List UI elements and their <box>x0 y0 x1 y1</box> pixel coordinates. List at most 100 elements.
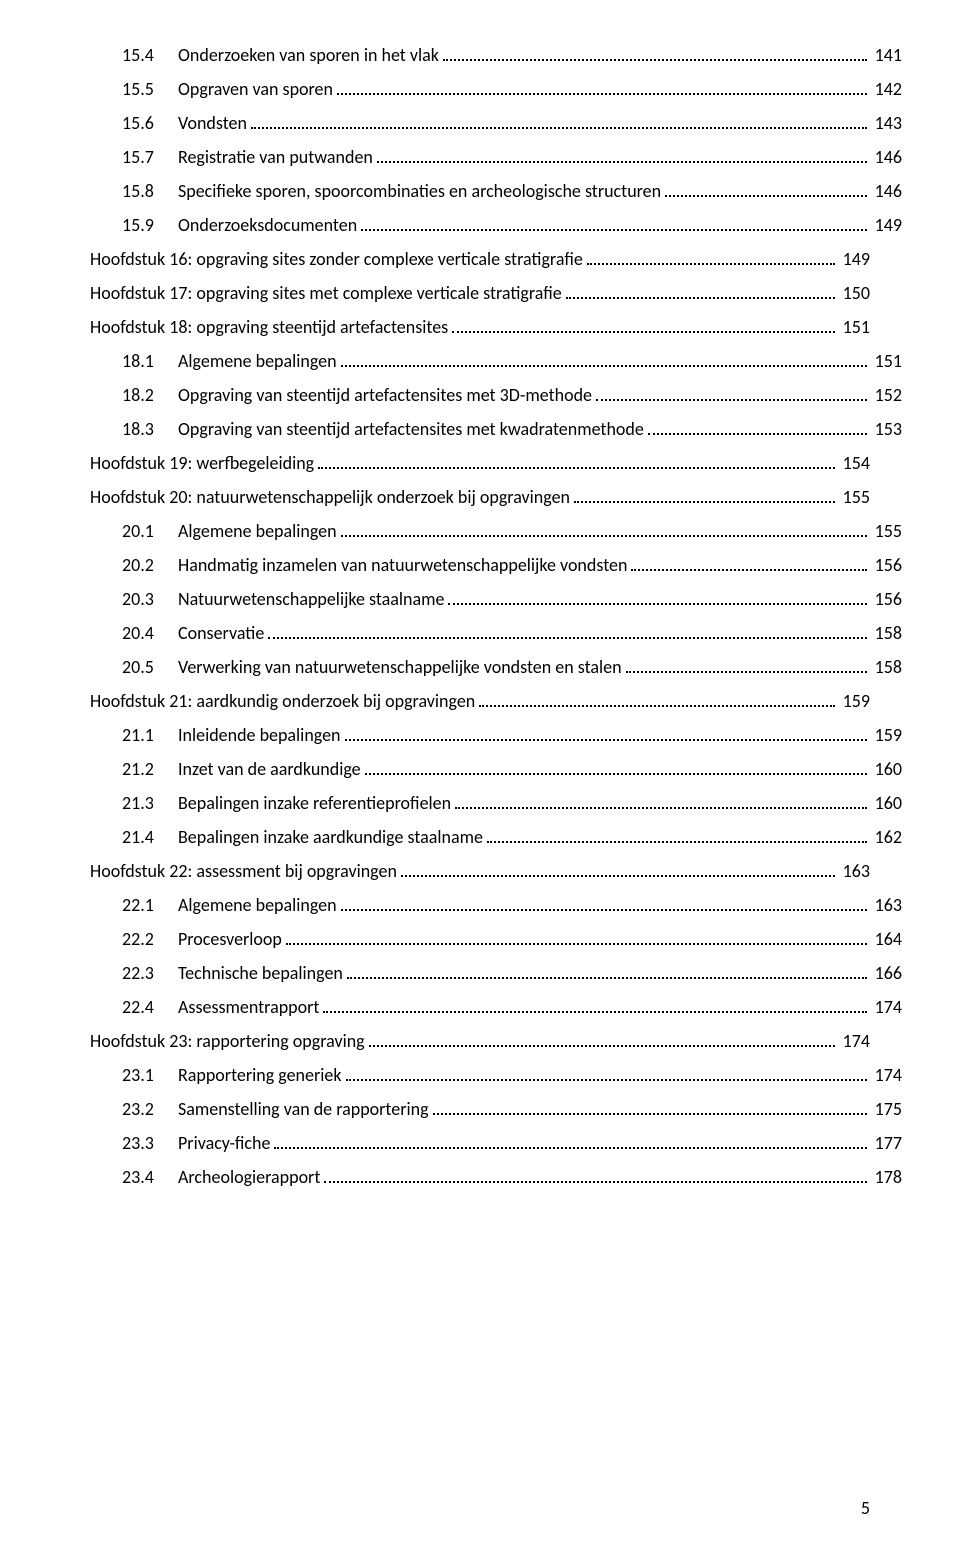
toc-entry-page: 178 <box>871 1166 902 1188</box>
toc-entry-label: Hoofdstuk 22: assessment bij opgravingen <box>90 860 397 882</box>
toc-entry-page: 162 <box>871 826 902 848</box>
toc-chapter-row: Hoofdstuk 21: aardkundig onderzoek bij o… <box>90 690 870 712</box>
toc-subsection-row: 22.2Procesverloop 164 <box>122 928 902 950</box>
toc-entry-number: 15.7 <box>122 146 178 168</box>
toc-dot-leader <box>361 215 866 231</box>
toc-entry-page: 166 <box>871 962 902 984</box>
toc-dot-leader <box>479 691 834 707</box>
toc-entry-label: Algemene bepalingen <box>178 894 337 916</box>
toc-entry-page: 159 <box>871 724 902 746</box>
toc-entry-label: Procesverloop <box>178 928 282 950</box>
toc-subsection-row: 15.7Registratie van putwanden146 <box>122 146 902 168</box>
toc-dot-leader <box>365 759 867 775</box>
toc-entry-number: 18.3 <box>122 418 178 440</box>
toc-entry-page: 158 <box>871 622 902 644</box>
toc-entry-label: Hoofdstuk 17: opgraving sites met comple… <box>90 282 562 304</box>
toc-dot-leader <box>286 929 867 945</box>
toc-subsection-row: 23.4Archeologierapport 178 <box>122 1166 902 1188</box>
toc-entry-page: 155 <box>871 520 902 542</box>
toc-subsection-row: 23.2Samenstelling van de rapportering175 <box>122 1098 902 1120</box>
toc-entry-label: Hoofdstuk 21: aardkundig onderzoek bij o… <box>90 690 475 712</box>
toc-entry-number: 22.2 <box>122 928 178 950</box>
toc-subsection-row: 20.5Verwerking van natuurwetenschappelij… <box>122 656 902 678</box>
toc-dot-leader <box>574 487 835 503</box>
toc-entry-label: Registratie van putwanden <box>178 146 373 168</box>
toc-chapter-row: Hoofdstuk 16: opgraving sites zonder com… <box>90 248 870 270</box>
toc-entry-number: 20.2 <box>122 554 178 576</box>
toc-subsection-row: 15.6Vondsten143 <box>122 112 902 134</box>
toc-page: 15.4Onderzoeken van sporen in het vlak 14… <box>0 0 960 1561</box>
toc-entry-page: 146 <box>871 180 902 202</box>
toc-dot-leader <box>341 521 867 537</box>
toc-entry-page: 141 <box>871 44 902 66</box>
toc-dot-leader <box>566 283 835 299</box>
toc-entry-number: 15.6 <box>122 112 178 134</box>
toc-entry-page: 154 <box>839 452 870 474</box>
toc-entry-page: 156 <box>871 554 902 576</box>
toc-chapter-row: Hoofdstuk 23: rapportering opgraving174 <box>90 1030 870 1052</box>
toc-subsection-row: 18.2Opgraving van steentijd artefactensi… <box>122 384 902 406</box>
toc-chapter-row: Hoofdstuk 19: werfbegeleiding 154 <box>90 452 870 474</box>
toc-dot-leader <box>448 589 866 605</box>
toc-chapter-row: Hoofdstuk 22: assessment bij opgravingen… <box>90 860 870 882</box>
toc-subsection-row: 23.1Rapportering generiek174 <box>122 1064 902 1086</box>
toc-entry-label: Technische bepalingen <box>178 962 343 984</box>
toc-subsection-row: 20.2Handmatig inzamelen van natuurwetens… <box>122 554 902 576</box>
toc-entry-number: 18.1 <box>122 350 178 372</box>
toc-dot-leader <box>487 827 867 843</box>
toc-dot-leader <box>347 963 867 979</box>
toc-dot-leader <box>318 453 834 469</box>
toc-entry-number: 20.5 <box>122 656 178 678</box>
toc-entry-page: 156 <box>871 588 902 610</box>
toc-dot-leader <box>626 657 867 673</box>
toc-entry-label: Bepalingen inzake aardkundige staalname <box>178 826 483 848</box>
toc-dot-leader <box>268 623 866 639</box>
toc-dot-leader <box>443 45 867 61</box>
toc-entry-page: 149 <box>839 248 870 270</box>
toc-subsection-row: 15.5Opgraven van sporen142 <box>122 78 902 100</box>
toc-subsection-row: 20.1Algemene bepalingen155 <box>122 520 902 542</box>
toc-dot-leader <box>631 555 866 571</box>
toc-entry-number: 23.2 <box>122 1098 178 1120</box>
toc-subsection-row: 23.3Privacy-fiche177 <box>122 1132 902 1154</box>
toc-entry-page: 177 <box>871 1132 902 1154</box>
toc-subsection-row: 22.1Algemene bepalingen163 <box>122 894 902 916</box>
toc-entry-label: Hoofdstuk 20: natuurwetenschappelijk ond… <box>90 486 570 508</box>
toc-entry-label: Hoofdstuk 23: rapportering opgraving <box>90 1030 365 1052</box>
toc-entry-number: 15.4 <box>122 44 178 66</box>
toc-dot-leader <box>341 351 867 367</box>
toc-subsection-row: 21.3Bepalingen inzake referentieprofiele… <box>122 792 902 814</box>
toc-dot-leader <box>323 997 866 1013</box>
toc-entry-page: 151 <box>871 350 902 372</box>
toc-dot-leader <box>274 1133 866 1149</box>
toc-dot-leader <box>596 385 867 401</box>
toc-entry-label: Opgraving van steentijd artefactensites … <box>178 384 592 406</box>
toc-entry-label: Rapportering generiek <box>178 1064 342 1086</box>
toc-subsection-row: 21.1Inleidende bepalingen159 <box>122 724 902 746</box>
toc-entry-page: 163 <box>871 894 902 916</box>
toc-subsection-row: 21.4Bepalingen inzake aardkundige staaln… <box>122 826 902 848</box>
toc-subsection-row: 18.3Opgraving van steentijd artefactensi… <box>122 418 902 440</box>
toc-entry-number: 18.2 <box>122 384 178 406</box>
toc-dot-leader <box>401 861 835 877</box>
toc-entry-label: Archeologierapport <box>178 1166 320 1188</box>
toc-entry-label: Onderzoeksdocumenten <box>178 214 357 236</box>
toc-entry-number: 22.4 <box>122 996 178 1018</box>
toc-entry-page: 174 <box>871 1064 902 1086</box>
toc-entry-page: 175 <box>871 1098 902 1120</box>
toc-dot-leader <box>345 725 867 741</box>
toc-entry-page: 153 <box>871 418 902 440</box>
toc-entry-label: Vondsten <box>178 112 247 134</box>
toc-entry-number: 23.4 <box>122 1166 178 1188</box>
toc-entry-number: 21.3 <box>122 792 178 814</box>
toc-entry-page: 164 <box>871 928 902 950</box>
toc-entry-label: Onderzoeken van sporen in het vlak <box>178 44 439 66</box>
toc-entry-label: Assessmentrapport <box>178 996 319 1018</box>
toc-dot-leader <box>648 419 867 435</box>
toc-entry-page: 174 <box>871 996 902 1018</box>
toc-subsection-row: 15.9Onderzoeksdocumenten149 <box>122 214 902 236</box>
toc-entry-label: Hoofdstuk 19: werfbegeleiding <box>90 452 314 474</box>
toc-entry-page: 158 <box>871 656 902 678</box>
toc-dot-leader <box>369 1031 835 1047</box>
toc-chapter-row: Hoofdstuk 18: opgraving steentijd artefa… <box>90 316 870 338</box>
